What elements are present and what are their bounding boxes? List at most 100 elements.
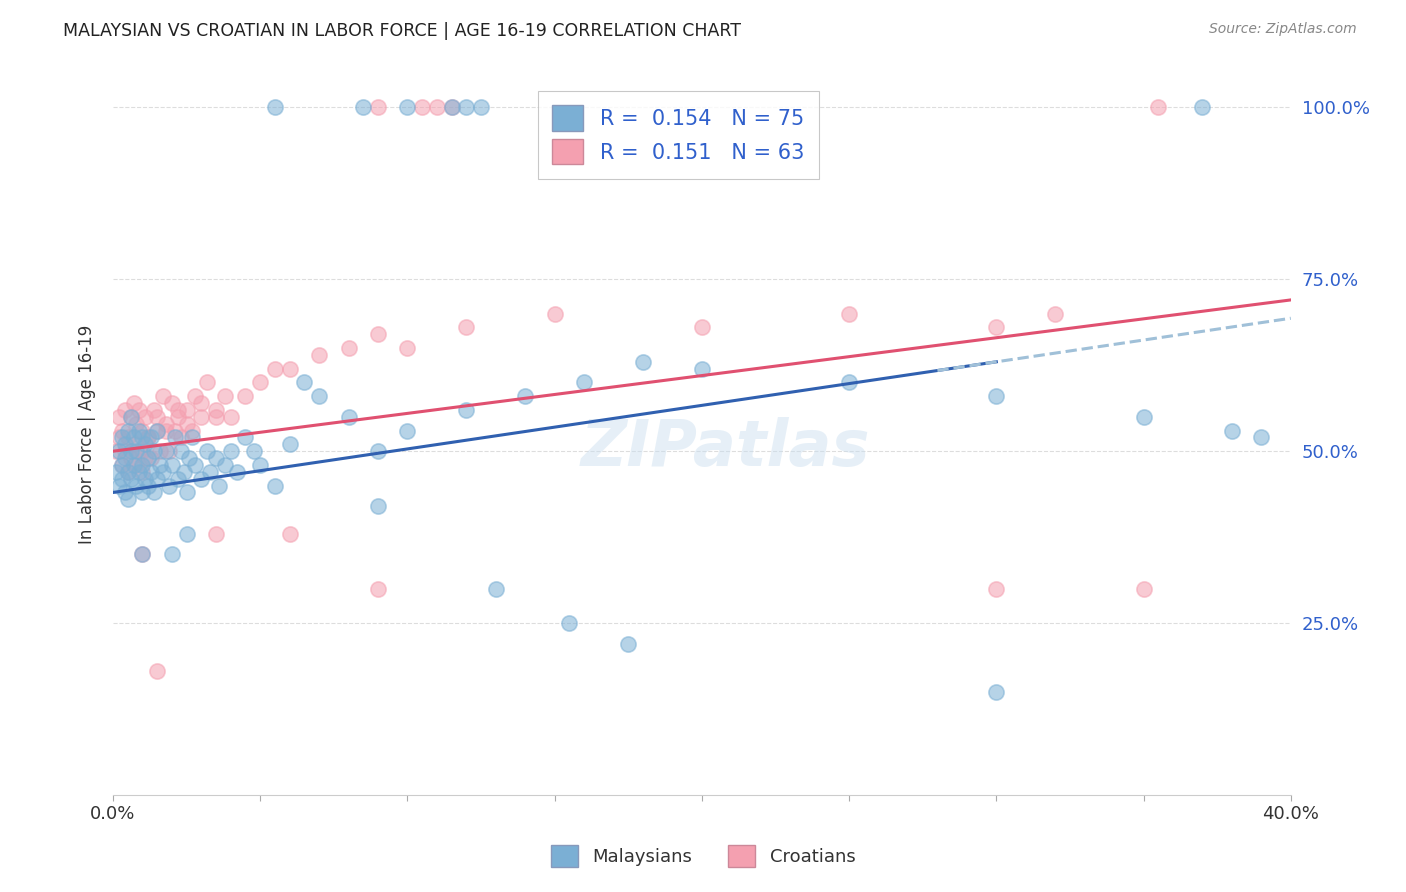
Point — [190, 409, 212, 424]
Point — [219, 409, 242, 424]
Point — [264, 478, 287, 492]
Point — [205, 409, 228, 424]
Legend: Malaysians, Croatians: Malaysians, Croatians — [543, 838, 863, 874]
Point — [108, 478, 131, 492]
Point — [131, 485, 153, 500]
Point — [114, 485, 136, 500]
Point — [104, 465, 127, 479]
Point — [143, 403, 166, 417]
Point — [143, 485, 166, 500]
Point — [631, 355, 654, 369]
Point — [131, 430, 153, 444]
Point — [131, 465, 153, 479]
Point — [190, 396, 212, 410]
Point — [157, 478, 180, 492]
Point — [104, 444, 127, 458]
Point — [152, 389, 174, 403]
Point — [117, 465, 139, 479]
Point — [337, 341, 360, 355]
Point — [205, 403, 228, 417]
Point — [396, 100, 419, 114]
Point — [190, 472, 212, 486]
Point — [690, 361, 713, 376]
Point — [470, 100, 492, 114]
Point — [278, 361, 301, 376]
Point — [131, 458, 153, 472]
Point — [396, 424, 419, 438]
Point — [352, 100, 374, 114]
Point — [205, 451, 228, 466]
Point — [1220, 424, 1243, 438]
Point — [166, 403, 188, 417]
Point — [367, 582, 389, 596]
Point — [278, 437, 301, 451]
Point — [515, 389, 537, 403]
Point — [1132, 409, 1154, 424]
Point — [440, 100, 463, 114]
Point — [456, 403, 478, 417]
Point — [128, 465, 150, 479]
Point — [128, 444, 150, 458]
Point — [440, 100, 463, 114]
Point — [235, 389, 257, 403]
Point — [411, 100, 433, 114]
Point — [122, 430, 145, 444]
Point — [111, 458, 134, 472]
Point — [108, 430, 131, 444]
Point — [181, 424, 204, 438]
Point — [125, 458, 148, 472]
Point — [141, 430, 163, 444]
Point — [367, 100, 389, 114]
Point — [214, 458, 236, 472]
Point — [176, 526, 198, 541]
Point — [160, 547, 183, 561]
Point — [114, 403, 136, 417]
Point — [120, 444, 142, 458]
Point — [986, 582, 1008, 596]
Text: MALAYSIAN VS CROATIAN IN LABOR FORCE | AGE 16-19 CORRELATION CHART: MALAYSIAN VS CROATIAN IN LABOR FORCE | A… — [63, 22, 741, 40]
Point — [160, 458, 183, 472]
Point — [136, 478, 159, 492]
Point — [264, 361, 287, 376]
Point — [134, 409, 156, 424]
Point — [136, 430, 159, 444]
Point — [108, 444, 131, 458]
Point — [117, 465, 139, 479]
Point — [155, 424, 177, 438]
Point — [131, 444, 153, 458]
Point — [166, 472, 188, 486]
Point — [128, 424, 150, 438]
Point — [838, 307, 860, 321]
Point — [456, 100, 478, 114]
Point — [367, 327, 389, 342]
Point — [111, 472, 134, 486]
Point — [308, 389, 330, 403]
Point — [163, 430, 186, 444]
Point — [173, 465, 195, 479]
Point — [184, 458, 207, 472]
Point — [117, 430, 139, 444]
Point — [249, 458, 271, 472]
Point — [125, 478, 148, 492]
Point — [1250, 430, 1272, 444]
Point — [157, 444, 180, 458]
Point — [166, 409, 188, 424]
Point — [131, 547, 153, 561]
Point — [131, 424, 153, 438]
Point — [235, 430, 257, 444]
Point — [108, 409, 131, 424]
Point — [179, 451, 201, 466]
Point — [337, 409, 360, 424]
Point — [117, 424, 139, 438]
Point — [243, 444, 266, 458]
Point — [617, 637, 640, 651]
Point — [134, 472, 156, 486]
Point — [125, 417, 148, 431]
Point — [1147, 100, 1170, 114]
Point — [198, 465, 221, 479]
Point — [1045, 307, 1067, 321]
Point — [278, 526, 301, 541]
Point — [136, 430, 159, 444]
Point — [838, 376, 860, 390]
Point — [122, 458, 145, 472]
